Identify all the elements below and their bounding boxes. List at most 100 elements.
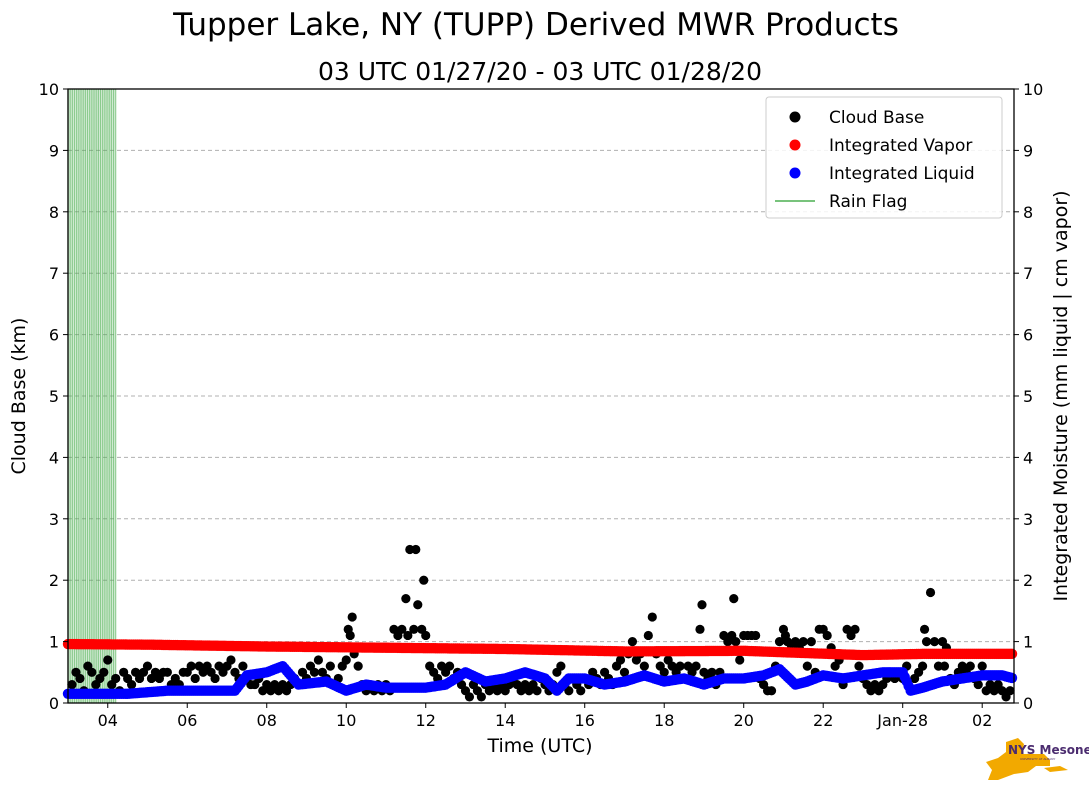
cloud-base-point <box>325 661 335 671</box>
cloud-base-point <box>210 673 220 684</box>
left-tick-label: 0 <box>49 694 59 713</box>
cloud-base-point <box>421 630 431 641</box>
legend-cloud-base-marker <box>789 111 801 123</box>
cloud-base-point <box>731 637 741 647</box>
legend-box <box>765 96 1003 219</box>
right-tick-label: 10 <box>1023 80 1043 99</box>
legend-cloud-base-label: Cloud Base <box>829 108 924 128</box>
integrated-liquid-series <box>62 660 1018 699</box>
logo-subtext: UNIVERSITY AT ALBANY <box>1020 757 1056 761</box>
right-tick-label: 4 <box>1023 448 1033 467</box>
legend-rain-flag-label: Rain Flag <box>829 192 907 212</box>
x-tick-label: 02 <box>972 711 992 730</box>
cloud-base-point <box>643 630 653 641</box>
cloud-base-point <box>99 667 109 677</box>
right-tick-label: 2 <box>1023 571 1033 590</box>
cloud-base-point <box>921 637 932 647</box>
right-tick-label: 0 <box>1023 694 1033 713</box>
cloud-base-point <box>850 624 860 634</box>
left-axis-label: Cloud Base (km) <box>8 318 30 475</box>
cloud-base-point <box>411 544 421 555</box>
cloud-base-point <box>917 661 928 671</box>
cloud-base-point <box>695 624 705 634</box>
legend-liquid-label: Integrated Liquid <box>829 164 975 184</box>
cloud-base-point <box>939 661 950 671</box>
cloud-base-point <box>186 661 196 671</box>
cloud-base-point <box>627 637 638 647</box>
cloud-base-point <box>707 667 717 677</box>
cloud-base-point <box>564 686 574 696</box>
right-tick-label: 3 <box>1023 510 1033 529</box>
left-tick-label: 4 <box>49 448 59 467</box>
cloud-base-point <box>126 679 137 690</box>
cloud-base-point <box>576 686 586 696</box>
cloud-base-point <box>822 630 832 641</box>
cloud-base-point <box>973 679 983 690</box>
cloud-base-point <box>476 692 486 702</box>
x-tick-label: 18 <box>654 711 674 730</box>
cloud-base-point <box>345 630 355 641</box>
cloud-base-point <box>401 594 411 604</box>
rain-flag-area <box>67 89 117 703</box>
cloud-base-point <box>965 661 975 671</box>
cloud-base-point <box>238 661 248 671</box>
cloud-base-point <box>341 655 351 665</box>
cloud-base-point <box>190 673 200 684</box>
integrated-vapor-series <box>62 638 1018 661</box>
cloud-base-point <box>397 624 407 634</box>
chart-subtitle: 03 UTC 01/27/20 - 03 UTC 01/28/20 <box>318 57 762 86</box>
x-tick-label: Jan-28 <box>876 711 928 730</box>
cloud-base-point <box>774 637 785 647</box>
cloud-base-point <box>313 655 324 665</box>
cloud-base-point <box>798 637 808 647</box>
x-tick-label: 10 <box>336 711 356 730</box>
cloud-base-point <box>751 630 761 641</box>
x-axis-label: Time (UTC) <box>486 735 592 757</box>
cloud-base-point <box>142 661 153 671</box>
legend-liquid-marker <box>789 167 801 179</box>
cloud-base-point <box>675 661 685 671</box>
cloud-base-point <box>925 587 936 598</box>
cloud-base-point <box>353 661 363 671</box>
right-tick-label: 8 <box>1023 203 1033 222</box>
cloud-base-point <box>413 600 423 610</box>
series-point <box>1006 648 1018 660</box>
cloud-base-point <box>464 692 475 702</box>
left-tick-label: 5 <box>49 387 59 406</box>
cloud-base-point <box>67 679 77 690</box>
logo-wordmark: NYS Mesonet <box>1008 743 1089 757</box>
cloud-base-point <box>87 667 97 677</box>
left-tick-label: 7 <box>49 264 59 283</box>
cloud-base-point <box>103 655 113 665</box>
cloud-base-point <box>929 637 940 647</box>
cloud-base-point <box>802 661 812 671</box>
left-tick-label: 2 <box>49 571 59 590</box>
cloud-base-point <box>419 575 429 585</box>
cloud-base-point <box>854 661 864 671</box>
cloud-base-point <box>309 667 320 677</box>
cloud-base-point <box>75 673 85 684</box>
cloud-base-point <box>766 686 777 696</box>
cloud-base-point <box>735 655 745 665</box>
x-tick-label: 04 <box>98 711 118 730</box>
x-tick-label: 08 <box>257 711 277 730</box>
series-point <box>1006 672 1018 684</box>
cloud-base-point <box>647 612 657 622</box>
cloud-base-point <box>556 661 566 671</box>
cloud-base-point <box>532 686 542 696</box>
x-tick-label: 14 <box>495 711 515 730</box>
cloud-base-point <box>444 661 455 671</box>
x-tick-label: 20 <box>734 711 754 730</box>
right-tick-label: 1 <box>1023 633 1033 652</box>
ny-state-shape-icon <box>986 738 1068 780</box>
x-tick-label: 12 <box>416 711 436 730</box>
cloud-base-point <box>111 673 121 684</box>
right-tick-label: 5 <box>1023 387 1033 406</box>
right-axis-label: Integrated Moisture (mm liquid | cm vapo… <box>1050 190 1072 601</box>
left-tick-label: 3 <box>49 510 59 529</box>
cloud-base-point <box>615 655 626 665</box>
cloud-base-point <box>659 667 669 677</box>
nys-mesonet-logo: NYS Mesonet UNIVERSITY AT ALBANY <box>984 736 1089 788</box>
